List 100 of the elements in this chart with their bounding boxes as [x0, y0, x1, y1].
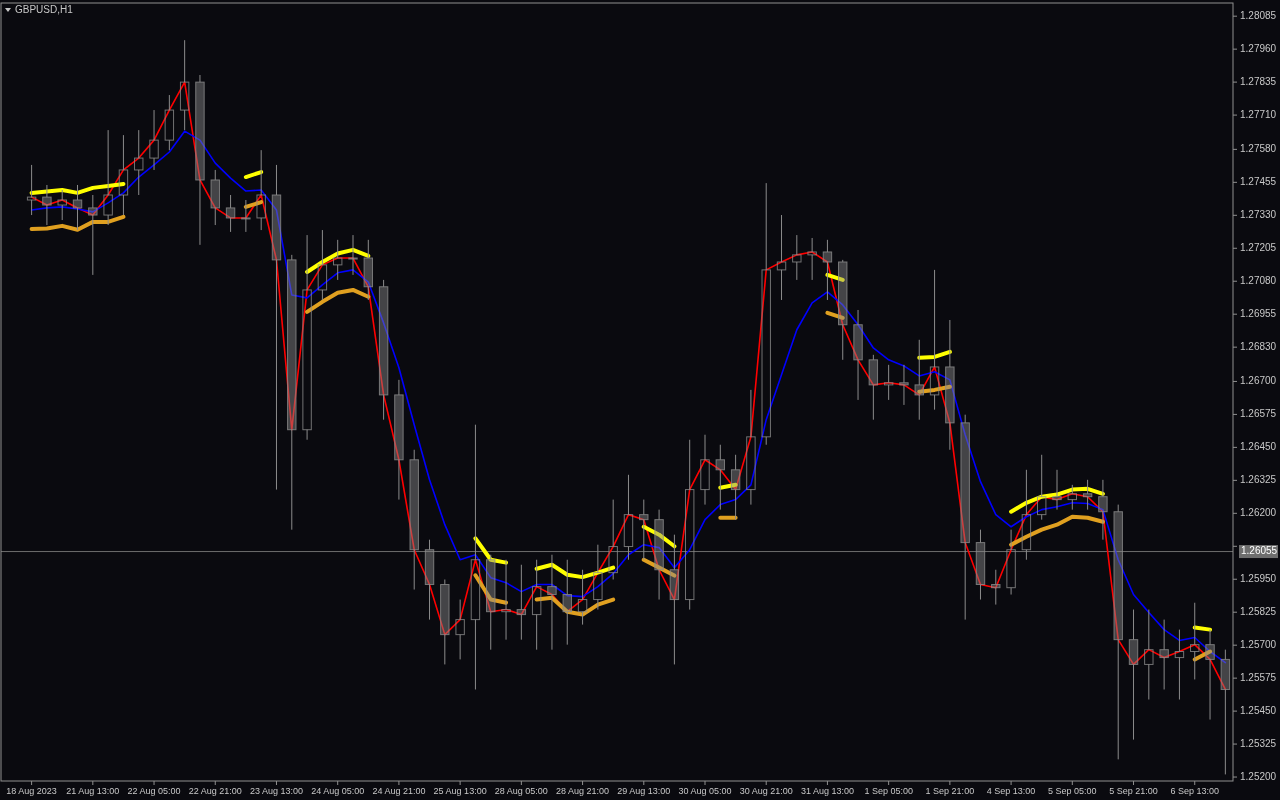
candlestick [210, 169, 220, 226]
candlestick [256, 149, 266, 231]
candlestick [348, 234, 358, 276]
y-tick-label: 1.27080 [1240, 274, 1277, 286]
y-tick-label: 1.27960 [1240, 42, 1277, 54]
candlestick [945, 319, 955, 451]
x-tick-label: 28 Aug 05:00 [494, 786, 548, 796]
candlestick [715, 444, 726, 511]
candlestick [730, 454, 741, 521]
y-tick-label: 1.27835 [1240, 75, 1277, 87]
candlestick [1052, 469, 1062, 511]
y-tick-label: 1.28085 [1240, 9, 1277, 21]
y-tick-label: 1.26575 [1240, 408, 1277, 420]
candlestick [317, 229, 328, 301]
candlestick [470, 424, 481, 690]
x-tick-label: 5 Sep 21:00 [1109, 786, 1158, 796]
candlestick [149, 109, 159, 171]
candlestick [654, 509, 664, 601]
x-tick-label: 30 Aug 21:00 [739, 786, 793, 796]
candlestick [1113, 504, 1123, 760]
x-tick-label: 1 Sep 05:00 [864, 786, 913, 796]
candlestick [883, 364, 894, 401]
candlestick [179, 39, 190, 131]
candlestick [332, 239, 343, 281]
candlestick [822, 239, 833, 301]
candlestick [1082, 479, 1093, 511]
y-tick-label: 1.25450 [1240, 704, 1277, 716]
candlestick [1021, 469, 1032, 561]
candlestick [838, 259, 848, 361]
y-tick-label: 1.25825 [1240, 605, 1277, 617]
chart-title: GBPUSD,H1 [15, 4, 74, 15]
candlestick [88, 194, 98, 276]
candlestick [1006, 529, 1016, 596]
candlestick [440, 579, 450, 665]
y-tick-label: 1.25700 [1240, 638, 1277, 650]
candlestick [639, 499, 649, 561]
candlestick [547, 554, 557, 651]
candlestick [1159, 619, 1169, 690]
candlestick [746, 389, 756, 506]
x-tick-label: 23 Aug 13:00 [249, 786, 304, 796]
candlestick [868, 354, 879, 421]
x-tick-label: 1 Sep 21:00 [925, 786, 975, 796]
candlestick [776, 214, 787, 301]
candlestick [761, 182, 771, 446]
candlestick [623, 474, 634, 561]
x-tick-label: 5 Sep 05:00 [1048, 786, 1097, 796]
candlestick [807, 237, 817, 281]
candlestick [669, 534, 680, 665]
candlestick [42, 184, 52, 226]
y-tick-label: 1.26830 [1240, 340, 1277, 352]
x-tick-label: 24 Aug 21:00 [372, 786, 426, 796]
candlestick [853, 309, 863, 401]
candlestick [899, 364, 909, 406]
y-tick-label: 1.25325 [1240, 737, 1277, 749]
x-tick-label: 30 Aug 05:00 [678, 786, 732, 796]
x-tick-label: 25 Aug 13:00 [433, 786, 487, 796]
x-tick-label: 4 Sep 13:00 [986, 786, 1036, 796]
x-tick-label: 29 Aug 13:00 [617, 786, 671, 796]
y-tick-label: 1.26200 [1240, 506, 1277, 518]
candlestick [363, 239, 374, 301]
candlestick [991, 569, 1001, 606]
candlestick [72, 184, 83, 231]
candlestick [700, 434, 710, 506]
candlestick [593, 544, 603, 611]
candlestick [424, 539, 435, 621]
candlestick [516, 564, 527, 641]
x-tick-label: 21 Aug 13:00 [66, 786, 120, 796]
candlestick [118, 134, 129, 216]
candlestick [960, 414, 970, 621]
x-tick-label: 22 Aug 05:00 [127, 786, 181, 796]
candlestick [1205, 629, 1215, 721]
candlestick [1128, 609, 1139, 741]
candlestick [287, 254, 297, 531]
candlestick [501, 559, 511, 641]
candlestick [134, 129, 144, 196]
candlestick [302, 234, 312, 441]
y-tick-label: 1.26955 [1240, 307, 1277, 319]
candlestick [684, 439, 695, 611]
y-tick-label: 1.27580 [1240, 143, 1277, 155]
candlestick [225, 194, 236, 233]
candlestick [608, 499, 618, 581]
candlestick [531, 559, 542, 651]
candlestick [195, 74, 205, 246]
x-tick-label: 24 Aug 05:00 [311, 786, 365, 796]
candlestick [1174, 629, 1185, 701]
x-tick-label: 22 Aug 21:00 [188, 786, 242, 796]
candlestick [57, 189, 67, 221]
x-tick-label: 18 Aug 2023 [6, 786, 57, 796]
candlestick [1098, 479, 1108, 541]
y-tick-label: 1.26450 [1240, 441, 1277, 453]
candlestick [1036, 454, 1047, 521]
y-tick-label: 1.25200 [1240, 770, 1277, 782]
candlestick [562, 559, 572, 646]
y-tick-label: 1.27330 [1240, 208, 1277, 220]
y-tick-label: 1.27205 [1240, 241, 1277, 253]
candlestick [486, 554, 496, 651]
y-tick-label: 1.26700 [1240, 375, 1277, 387]
y-tick-label: 1.25575 [1240, 671, 1277, 683]
y-tick-label: 1.25950 [1240, 572, 1277, 584]
candlestick [394, 379, 404, 501]
